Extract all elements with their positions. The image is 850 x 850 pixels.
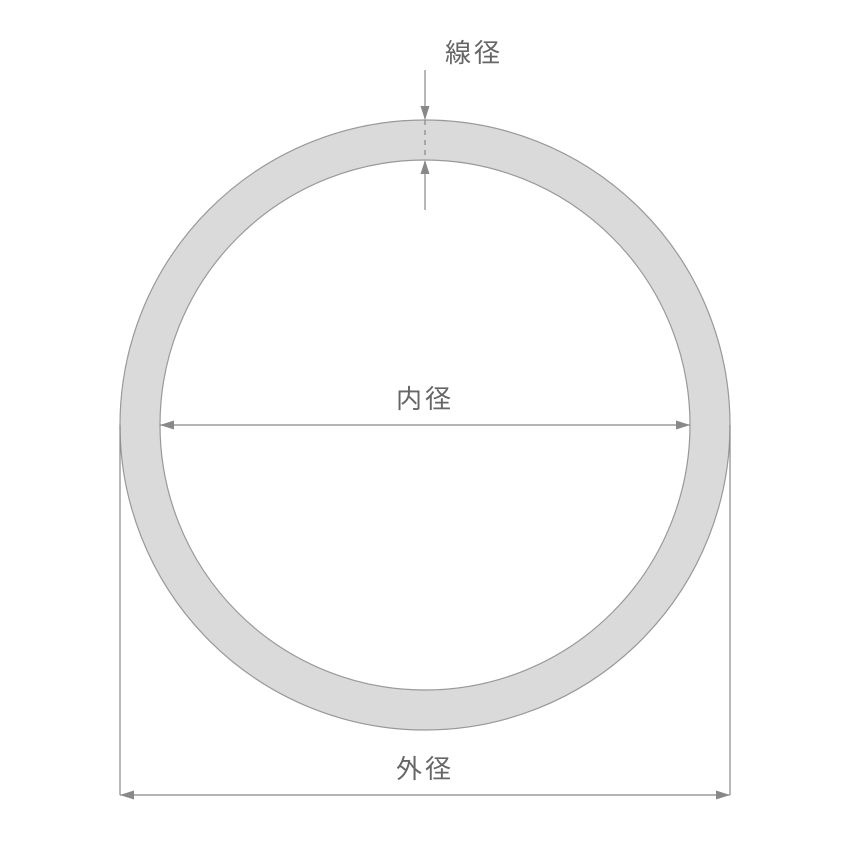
outer-arrow-right <box>716 791 730 800</box>
outer-arrow-left <box>120 791 134 800</box>
wire-arrow-top <box>421 106 430 120</box>
wire-arrow-bottom <box>421 160 430 174</box>
inner-arrow-left <box>160 421 174 430</box>
inner-diameter-label: 内径 <box>396 379 454 416</box>
inner-arrow-right <box>676 421 690 430</box>
wire-diameter-label: 線径 <box>445 33 503 70</box>
ring-dimension-diagram: 外径 内径 線径 <box>0 0 850 850</box>
outer-diameter-label: 外径 <box>396 749 454 786</box>
